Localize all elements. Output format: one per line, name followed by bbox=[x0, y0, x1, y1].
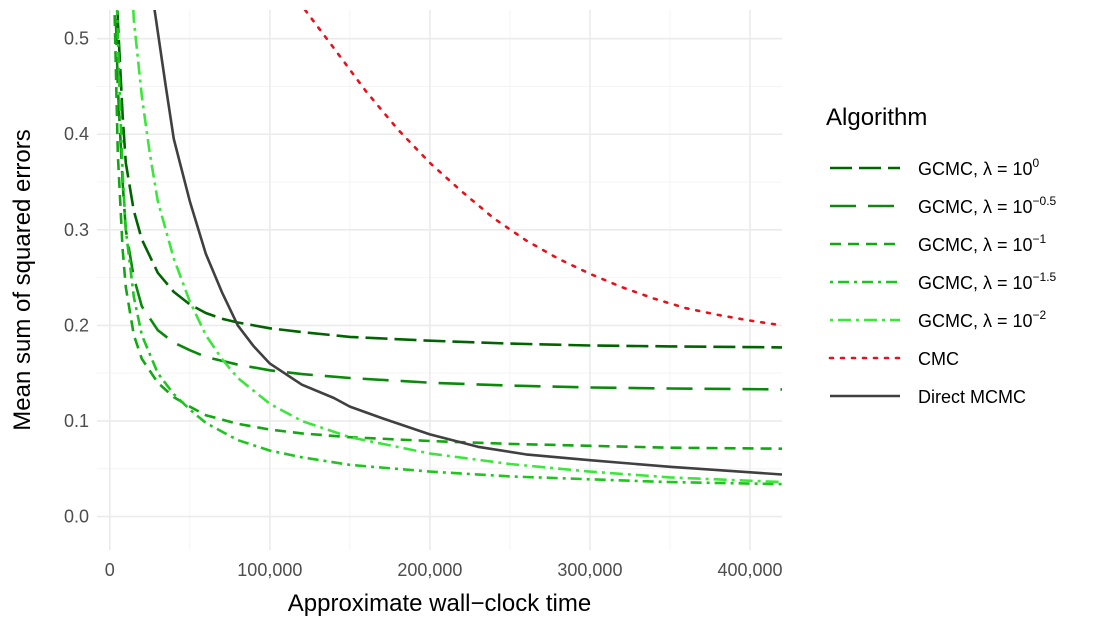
legend-item: GCMC, λ = 10−2 bbox=[830, 308, 1047, 331]
legend-item: GCMC, λ = 10−1 bbox=[830, 232, 1047, 255]
y-tick-label: 0.4 bbox=[64, 124, 89, 144]
legend-label-text: GCMC, λ = 10 bbox=[918, 197, 1033, 217]
legend-label-text: GCMC, λ = 10 bbox=[918, 273, 1033, 293]
legend-label: GCMC, λ = 100 bbox=[918, 156, 1040, 179]
series-line bbox=[115, 10, 782, 486]
legend-label: CMC bbox=[918, 349, 959, 369]
legend-label-text: CMC bbox=[918, 349, 959, 369]
legend-title: Algorithm bbox=[826, 104, 927, 131]
series-layer bbox=[113, 10, 782, 486]
y-tick-label: 0.3 bbox=[64, 220, 89, 240]
legend-label-exponent: −1.5 bbox=[1033, 270, 1057, 284]
legend-label: GCMC, λ = 10−0.5 bbox=[918, 194, 1057, 217]
x-tick-label: 100,000 bbox=[237, 560, 302, 580]
legend-item: GCMC, λ = 100 bbox=[830, 156, 1040, 179]
x-tick-label: 0 bbox=[105, 560, 115, 580]
series-line bbox=[113, 10, 782, 450]
legend-label-exponent: −2 bbox=[1033, 308, 1047, 322]
legend-label-exponent: −0.5 bbox=[1033, 194, 1057, 208]
legend-label-exponent: 0 bbox=[1033, 156, 1040, 170]
legend-label: GCMC, λ = 10−1.5 bbox=[918, 270, 1057, 293]
series-line bbox=[153, 10, 782, 476]
legend-label-text: Direct MCMC bbox=[918, 387, 1026, 407]
legend-label-text: GCMC, λ = 10 bbox=[918, 159, 1033, 179]
x-tick-label: 200,000 bbox=[397, 560, 462, 580]
series-line bbox=[114, 10, 782, 391]
legend-item: GCMC, λ = 10−0.5 bbox=[830, 194, 1057, 217]
x-tick-label: 400,000 bbox=[717, 560, 782, 580]
legend-item: GCMC, λ = 10−1.5 bbox=[830, 270, 1057, 293]
legend-item: CMC bbox=[828, 349, 959, 369]
legend-label: GCMC, λ = 10−1 bbox=[918, 232, 1047, 255]
legend-label: GCMC, λ = 10−2 bbox=[918, 308, 1047, 331]
x-axis-title: Approximate wall−clock time bbox=[288, 590, 591, 617]
legend-label-text: GCMC, λ = 10 bbox=[918, 235, 1033, 255]
series-line bbox=[132, 10, 782, 484]
legend-item: Direct MCMC bbox=[830, 387, 1026, 407]
y-axis: 0.0 0.1 0.2 0.3 0.4 0.5 bbox=[64, 29, 89, 527]
grid bbox=[97, 10, 782, 550]
x-axis: 0 100,000 200,000 300,000 400,000 bbox=[105, 560, 783, 580]
y-tick-label: 0.2 bbox=[64, 315, 89, 335]
series-line bbox=[116, 10, 782, 349]
y-tick-label: 0.5 bbox=[64, 29, 89, 49]
y-tick-label: 0.1 bbox=[64, 411, 89, 431]
y-axis-title: Mean sum of squared errors bbox=[9, 129, 36, 430]
legend-label-exponent: −1 bbox=[1033, 232, 1047, 246]
x-tick-label: 300,000 bbox=[557, 560, 622, 580]
y-tick-label: 0.0 bbox=[64, 507, 89, 527]
legend-label-text: GCMC, λ = 10 bbox=[918, 311, 1033, 331]
legend-label: Direct MCMC bbox=[918, 387, 1026, 407]
